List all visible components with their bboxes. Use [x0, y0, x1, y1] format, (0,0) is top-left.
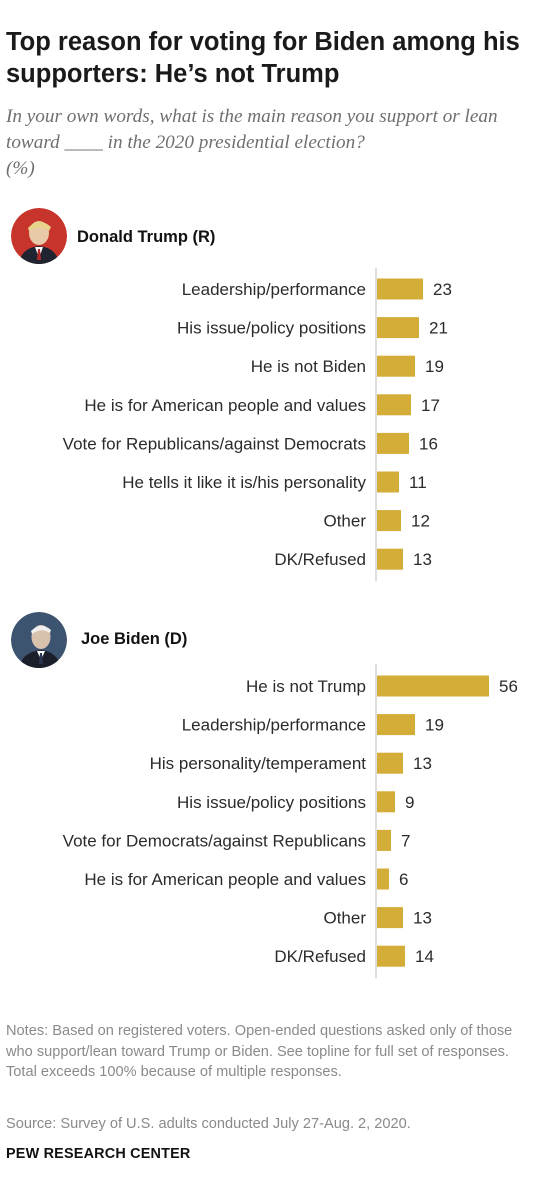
value-label: 17: [421, 396, 440, 415]
chart-title: Top reason for voting for Biden among hi…: [6, 28, 520, 88]
category-label: DK/Refused: [274, 947, 366, 966]
value-label: 13: [413, 550, 432, 569]
biden-portrait-icon: [11, 612, 67, 668]
bar: [377, 278, 423, 300]
value-label: 14: [415, 947, 434, 966]
bar: [377, 868, 389, 890]
bar: [377, 675, 489, 697]
category-label: Other: [323, 909, 366, 928]
value-label: 16: [419, 434, 438, 453]
value-label: 23: [433, 280, 452, 299]
category-label: He tells it like it is/his personality: [122, 473, 366, 492]
chart-subtitle: In your own words, what is the main reas…: [6, 104, 534, 182]
bar: [377, 394, 411, 416]
bar: [377, 355, 415, 377]
category-label: He is for American people and values: [84, 870, 366, 889]
chart-source: Source: Survey of U.S. adults conducted …: [6, 1116, 411, 1132]
bar: [377, 829, 391, 851]
category-label: His issue/policy positions: [177, 319, 366, 338]
bar: [377, 714, 415, 736]
bar-chart: Leadership/performance 23 His issue/policy…: [63, 268, 518, 979]
bar: [377, 752, 403, 774]
biden-section-label: Joe Biden (D): [81, 630, 188, 648]
category-label: He is not Biden: [251, 357, 366, 376]
category-label: He is not Trump: [246, 677, 366, 696]
value-label: 19: [425, 357, 444, 376]
value-label: 13: [413, 909, 432, 928]
category-label: Vote for Democrats/against Republicans: [63, 831, 366, 850]
value-label: 13: [413, 754, 432, 773]
question-text: In your own words, what is the main reas…: [6, 106, 498, 153]
unit-label: (%): [6, 158, 35, 179]
category-label: DK/Refused: [274, 550, 366, 569]
category-label: Leadership/performance: [182, 716, 366, 735]
value-label: 21: [429, 319, 448, 338]
value-label: 12: [411, 512, 430, 531]
value-label: 19: [425, 716, 444, 735]
bar: [377, 510, 401, 532]
chart-notes: Notes: Based on registered voters. Open-…: [6, 1023, 513, 1081]
trump-portrait-icon: [11, 208, 67, 264]
category-label: His personality/temperament: [150, 754, 367, 773]
category-label: His issue/policy positions: [177, 793, 366, 812]
category-label: He is for American people and values: [84, 396, 366, 415]
bar: [377, 945, 405, 967]
bar: [377, 791, 395, 813]
category-label: Vote for Republicans/against Democrats: [63, 434, 366, 453]
bar: [377, 548, 403, 570]
bar: [377, 471, 399, 493]
bar: [377, 432, 409, 454]
category-label: Other: [323, 512, 366, 531]
value-label: 9: [405, 793, 414, 812]
value-label: 11: [409, 473, 427, 492]
bar: [377, 907, 403, 929]
bar: [377, 317, 419, 339]
brand-logo-text: PEW RESEARCH CENTER: [6, 1146, 191, 1162]
value-label: 6: [399, 870, 408, 889]
value-label: 7: [401, 831, 410, 850]
trump-section-label: Donald Trump (R): [77, 228, 216, 246]
category-label: Leadership/performance: [182, 280, 366, 299]
value-label: 56: [499, 677, 518, 696]
